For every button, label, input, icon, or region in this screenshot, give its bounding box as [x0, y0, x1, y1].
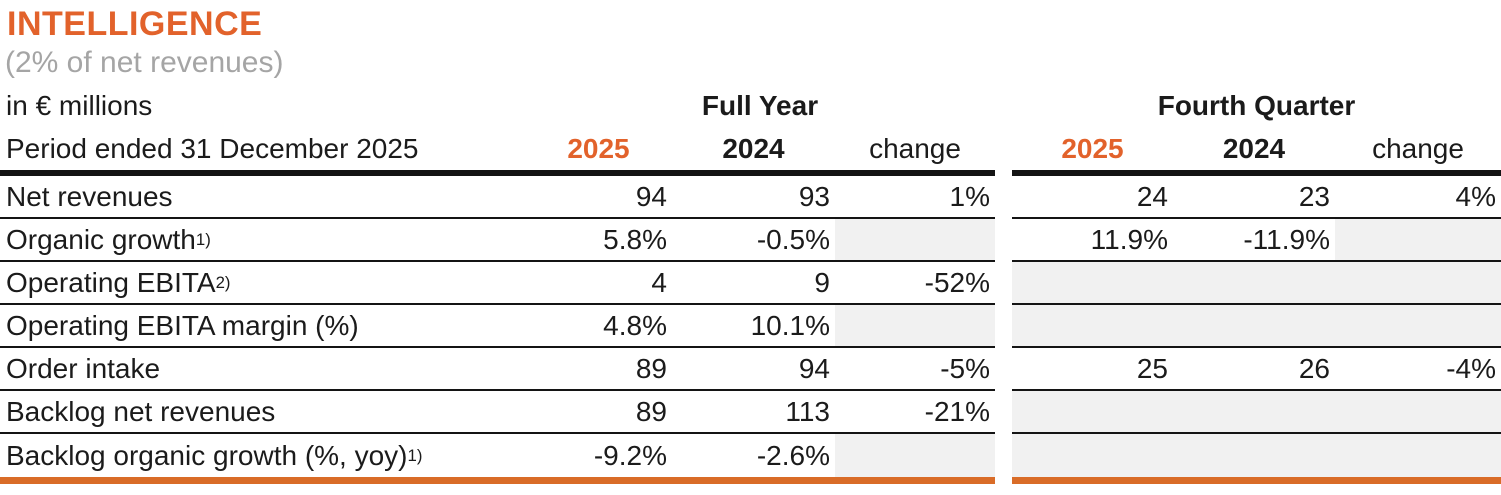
full-year-y2025-value: 5.8% [603, 223, 667, 255]
full-year-group-label: Full Year [701, 89, 819, 121]
fourth-quarter-y2024-value [1173, 262, 1335, 303]
table-row: Operating EBITA margin (%) 4.8% 10.1% [0, 305, 995, 348]
fourth-quarter-y2025-value [1012, 305, 1173, 346]
fourth-quarter-y2025-value: 25 [1136, 352, 1168, 384]
full-year-change-value [835, 219, 995, 260]
full-year-table: in € millions Full Year Period ended 31 … [0, 84, 995, 484]
fourth-quarter-change-value [1335, 391, 1501, 432]
fourth-quarter-y2025-value [1012, 391, 1173, 432]
fourth-quarter-y2025-value: 24 [1136, 180, 1168, 212]
fourth-quarter-y2025-value: 11.9% [1090, 223, 1168, 255]
full-year-y2025-value: -9.2% [593, 439, 667, 471]
fourth-quarter-change-value [1335, 434, 1501, 477]
row-label: Operating EBITA 2) [6, 266, 231, 298]
table-row: 11.9% -11.9% [1012, 219, 1501, 262]
full-year-change-value: 1% [949, 180, 990, 212]
row-label: Backlog organic growth (%, yoy) 1) [6, 439, 423, 471]
section-title: INTELLIGENCE [7, 5, 263, 43]
full-year-change-value: -52% [924, 266, 990, 298]
row-label: Net revenues [6, 180, 173, 212]
section-subtitle: (2% of net revenues) [5, 46, 284, 79]
fourth-quarter-y2025-value [1012, 434, 1173, 477]
full-year-2024-header: 2024 [722, 132, 785, 164]
full-year-y2024-value: 94 [798, 352, 830, 384]
table-row [1012, 305, 1501, 348]
fourth-quarter-y2024-value: -11.9% [1243, 223, 1330, 255]
row-label: Order intake [6, 352, 161, 384]
fourth-quarter-change-header: change [1372, 132, 1464, 164]
table-row: Backlog organic growth (%, yoy) 1) -9.2% -2… [0, 434, 995, 484]
table-row: Backlog net revenues 89 113 -21% [0, 391, 995, 434]
fourth-quarter-column-header-row: 2025 2024 change [1012, 127, 1501, 176]
unit-label: in € millions [6, 89, 153, 121]
fourth-quarter-2025-header: 2025 [1061, 132, 1124, 164]
table-row [1012, 434, 1501, 484]
fourth-quarter-y2024-value [1173, 305, 1335, 346]
fourth-quarter-change-value [1335, 305, 1501, 346]
fourth-quarter-table: Fourth Quarter 2025 2024 change 24 23 4% 11… [1012, 84, 1501, 484]
table-row: 25 26 -4% [1012, 348, 1501, 391]
fourth-quarter-table-body: 24 23 4% 11.9% -11.9% 25 26 -4% [1012, 176, 1501, 484]
table-row: 24 23 4% [1012, 176, 1501, 219]
table-row [1012, 391, 1501, 434]
full-year-change-value: -5% [940, 352, 990, 384]
table-row: Net revenues 94 93 1% [0, 176, 995, 219]
full-year-change-value: -21% [924, 395, 990, 427]
fourth-quarter-change-value: -4% [1446, 352, 1496, 384]
full-year-y2024-value: 10.1% [750, 309, 830, 341]
fourth-quarter-group-label: Fourth Quarter [1157, 89, 1356, 121]
full-year-change-value [835, 305, 995, 346]
fourth-quarter-y2024-value: 23 [1298, 180, 1330, 212]
row-label: Operating EBITA margin (%) [6, 309, 359, 341]
full-year-y2025-value: 4.8% [603, 309, 667, 341]
row-label: Backlog net revenues [6, 395, 276, 427]
full-year-column-header-row: Period ended 31 December 2025 2025 2024 … [0, 127, 995, 176]
full-year-table-body: Net revenues 94 93 1% Organic growth 1) 5.8% -0… [0, 176, 995, 484]
fourth-quarter-change-value [1335, 262, 1501, 303]
period-label: Period ended 31 December 2025 [6, 132, 419, 164]
row-label: Organic growth 1) [6, 223, 211, 255]
table-row: Order intake 89 94 -5% [0, 348, 995, 391]
table-divider-gap [995, 84, 1012, 484]
full-year-y2025-value: 4 [651, 266, 667, 298]
fourth-quarter-y2024-value [1173, 434, 1335, 477]
full-year-2025-header: 2025 [567, 132, 630, 164]
full-year-y2025-value: 94 [635, 180, 667, 212]
full-year-change-value [835, 434, 995, 477]
fourth-quarter-change-value [1335, 219, 1501, 260]
fourth-quarter-change-value: 4% [1455, 180, 1496, 212]
full-year-group-header-row: in € millions Full Year [0, 84, 995, 127]
segment-results-table: in € millions Full Year Period ended 31 … [0, 84, 1501, 484]
fourth-quarter-2024-header: 2024 [1222, 132, 1286, 164]
table-row [1012, 262, 1501, 305]
table-row: Organic growth 1) 5.8% -0.5% [0, 219, 995, 262]
fourth-quarter-y2025-value [1012, 262, 1173, 303]
full-year-y2025-value: 89 [635, 352, 667, 384]
full-year-y2024-value: 93 [798, 180, 830, 212]
full-year-y2024-value: 113 [785, 395, 830, 427]
table-row: Operating EBITA 2) 4 9 -52% [0, 262, 995, 305]
fourth-quarter-group-header-row: Fourth Quarter [1012, 84, 1501, 127]
full-year-y2024-value: 9 [814, 266, 830, 298]
full-year-y2024-value: -0.5% [756, 223, 830, 255]
full-year-change-header: change [869, 132, 961, 164]
full-year-y2025-value: 89 [635, 395, 667, 427]
full-year-y2024-value: -2.6% [756, 439, 830, 471]
fourth-quarter-y2024-value [1173, 391, 1335, 432]
fourth-quarter-y2024-value: 26 [1298, 352, 1330, 384]
